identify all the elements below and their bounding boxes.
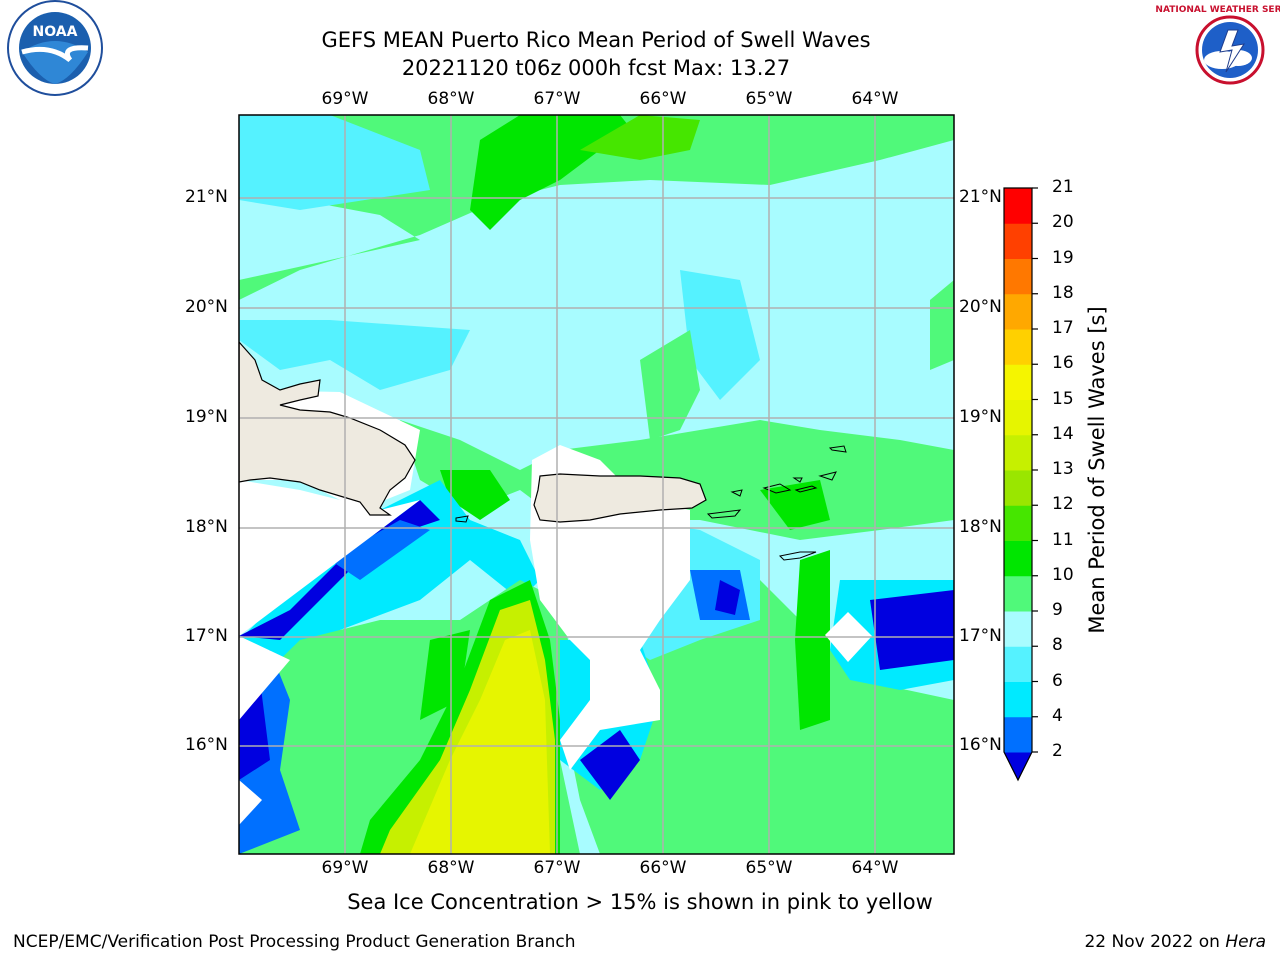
footer-date-line: 22 Nov 2022 on Hera: [1084, 932, 1266, 952]
colorbar-segment: [1004, 329, 1032, 365]
lon-label-bottom-66w: 66°W: [639, 858, 687, 878]
lon-label-top-68w: 68°W: [427, 89, 475, 109]
lat-label-left-18n: 18°N: [185, 517, 228, 537]
colorbar-segment: [1004, 716, 1032, 753]
lon-label-top-64w: 64°W: [851, 89, 899, 109]
colorbar-segment: [1004, 188, 1032, 224]
colorbar-tick-9: 9: [1052, 600, 1063, 620]
colorbar-segment: [1004, 646, 1032, 682]
chart-title: GEFS MEAN Puerto Rico Mean Period of Swe…: [321, 28, 871, 52]
colorbar-tick-20: 20: [1052, 212, 1074, 233]
colorbar-segment: [1004, 258, 1032, 295]
lat-label-right-17n: 17°N: [959, 626, 1002, 646]
lat-label-left-20n: 20°N: [185, 297, 228, 317]
lat-label-right-18n: 18°N: [959, 517, 1002, 537]
colorbar-segment: [1004, 505, 1032, 541]
lon-label-top-65w: 65°W: [745, 89, 793, 109]
lon-label-bottom-67w: 67°W: [533, 858, 581, 878]
colorbar: [1004, 188, 1032, 780]
colorbar-segment: [1004, 470, 1032, 506]
lon-label-bottom-69w: 69°W: [321, 858, 369, 878]
colorbar-tick-13: 13: [1052, 459, 1074, 479]
lon-label-top-67w: 67°W: [533, 89, 581, 109]
colorbar-tick-14: 14: [1052, 423, 1074, 444]
lat-label-left-17n: 17°N: [185, 626, 228, 646]
footer-date: 22 Nov 2022 on: [1084, 932, 1226, 952]
colorbar-tick-18: 18: [1052, 282, 1074, 303]
lat-label-right-20n: 20°N: [959, 297, 1002, 317]
colorbar-tick-4: 4: [1052, 705, 1063, 726]
colorbar-tick-16: 16: [1052, 353, 1074, 374]
lat-label-left-19n: 19°N: [185, 407, 228, 427]
colorbar-tick-6: 6: [1052, 670, 1063, 691]
nws-logo: NATIONAL WEATHER SERVICE: [1155, 2, 1280, 98]
swell-period-map: [239, 115, 954, 854]
colorbar-tick-15: 15: [1052, 388, 1074, 409]
colorbar-segment: [1004, 681, 1032, 718]
lat-label-right-19n: 19°N: [959, 407, 1002, 427]
colorbar-tick-12: 12: [1052, 494, 1074, 515]
map-frame: [238, 114, 955, 855]
colorbar-frame: [1003, 187, 1033, 782]
colorbar-tick-11: 11: [1052, 529, 1074, 550]
lon-label-top-69w: 69°W: [321, 89, 369, 109]
footer-host: Hera: [1225, 932, 1266, 952]
colorbar-segment: [1004, 399, 1032, 436]
colorbar-tick-19: 19: [1052, 247, 1074, 268]
footer-credit: NCEP/EMC/Verification Post Processing Pr…: [13, 932, 576, 952]
lon-label-bottom-65w: 65°W: [745, 858, 793, 878]
lon-label-bottom-64w: 64°W: [851, 858, 899, 878]
lon-label-top-66w: 66°W: [639, 89, 687, 109]
colorbar-segment: [1004, 540, 1032, 577]
graticule: [239, 115, 954, 854]
chart-subtitle: 20221120 t06z 000h fcst Max: 13.27: [401, 56, 791, 80]
svg-text:NOAA: NOAA: [33, 24, 78, 40]
lat-label-left-21n: 21°N: [185, 187, 228, 207]
colorbar-tick-8: 8: [1052, 635, 1063, 656]
lon-label-bottom-68w: 68°W: [427, 858, 475, 878]
svg-text:NATIONAL WEATHER SERVICE: NATIONAL WEATHER SERVICE: [1155, 5, 1280, 15]
colorbar-segment: [1004, 434, 1032, 471]
lat-label-right-16n: 16°N: [959, 735, 1002, 755]
colorbar-tick-2: 2: [1052, 741, 1063, 761]
sea-ice-note: Sea Ice Concentration > 15% is shown in …: [347, 890, 933, 914]
colorbar-segment: [1004, 223, 1032, 259]
colorbar-segment: [1004, 611, 1032, 647]
colorbar-label: Mean Period of Swell Waves [s]: [1085, 306, 1109, 634]
noaa-logo: NOAA: [7, 0, 103, 96]
lat-label-left-16n: 16°N: [185, 735, 228, 755]
colorbar-ticks: [1032, 187, 1038, 753]
colorbar-tick-17: 17: [1052, 318, 1074, 338]
colorbar-extension: [1004, 752, 1032, 780]
colorbar-segment: [1004, 364, 1032, 400]
colorbar-segment: [1004, 575, 1032, 612]
colorbar-tick-21: 21: [1052, 177, 1074, 197]
colorbar-segment: [1004, 293, 1032, 330]
colorbar-tick-10: 10: [1052, 564, 1074, 585]
lat-label-right-21n: 21°N: [959, 187, 1002, 207]
